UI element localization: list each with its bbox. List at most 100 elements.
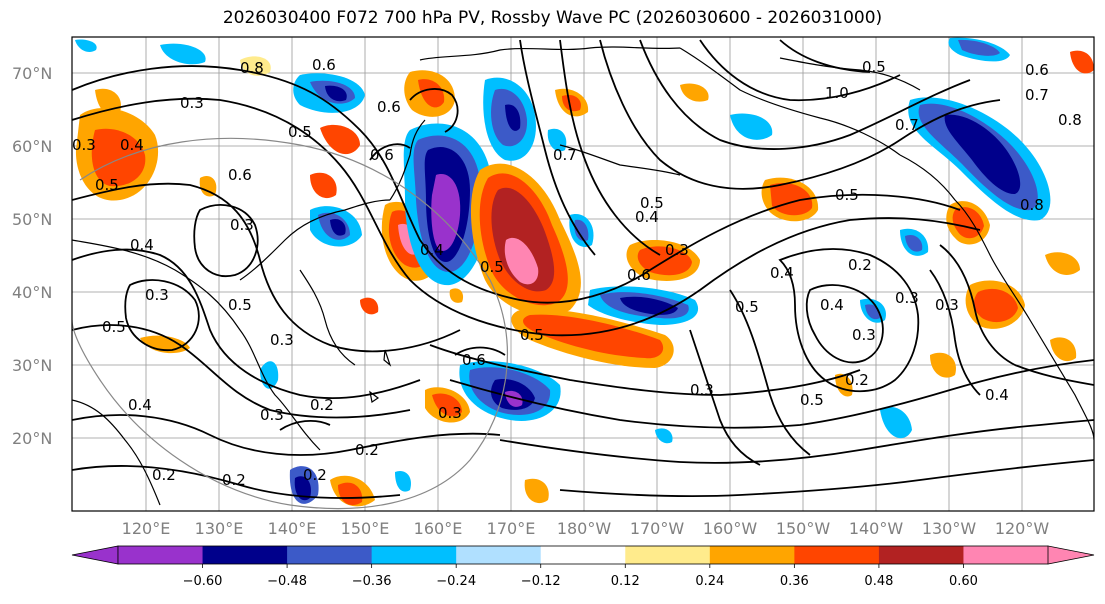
contour-label: 0.6 xyxy=(312,56,336,74)
contour-label: 1.0 xyxy=(825,84,849,102)
contour-label: 0.5 xyxy=(835,186,859,204)
contour-label: 0.5 xyxy=(800,391,824,409)
great-circle-arc xyxy=(72,137,509,510)
colorbar-tick-label: −0.24 xyxy=(436,574,476,589)
lon-label: 130°W xyxy=(922,519,977,538)
colorbar-segment xyxy=(963,546,1049,564)
contour-label: 0.4 xyxy=(635,208,659,226)
pv-anomaly-fills xyxy=(75,37,1094,507)
lat-label: 60°N xyxy=(12,137,52,156)
contour-label: 0.2 xyxy=(222,471,246,489)
contour-label: 0.2 xyxy=(310,396,334,414)
lon-label: 120°E xyxy=(122,519,171,538)
contour-label: 0.5 xyxy=(520,326,544,344)
contour-label: 0.3 xyxy=(852,326,876,344)
pv-contours xyxy=(72,39,1094,499)
colorbar-tick-label: −0.60 xyxy=(183,574,223,589)
map-title: 2026030400 F072 700 hPa PV, Rossby Wave … xyxy=(222,8,883,28)
contour-label: 0.3 xyxy=(180,94,204,112)
colorbar-segment xyxy=(625,546,711,564)
contour-label: 0.2 xyxy=(848,256,872,274)
longitude-labels: 120°E 130°E 140°E 150°E 160°E 170°E 180°… xyxy=(122,519,1050,538)
contour-label: 0.4 xyxy=(128,396,152,414)
contour-label: 0.3 xyxy=(270,331,294,349)
contour-label: 0.3 xyxy=(230,216,254,234)
colorbar-segment xyxy=(794,546,880,564)
contour-label: 0.3 xyxy=(690,381,714,399)
colorbar-tick-label: 0.12 xyxy=(611,574,640,589)
contour-label: 0.6 xyxy=(370,146,394,164)
lon-label: 170°E xyxy=(487,519,536,538)
contour-label: 0.4 xyxy=(985,386,1009,404)
lat-label: 20°N xyxy=(12,429,52,448)
contour-label: 0.2 xyxy=(303,466,327,484)
contour-label: 0.3 xyxy=(935,296,959,314)
contour-label: 0.8 xyxy=(1058,111,1082,129)
contour-label: 0.5 xyxy=(228,296,252,314)
lon-label: 150°W xyxy=(776,519,831,538)
contour-label: 0.5 xyxy=(95,176,119,194)
contour-label: 0.2 xyxy=(355,441,379,459)
contour-label: 0.3 xyxy=(438,404,462,422)
contour-label: 0.4 xyxy=(130,236,154,254)
contour-label: 0.3 xyxy=(72,136,96,154)
contour-label: 0.6 xyxy=(462,351,486,369)
contour-label: 0.5 xyxy=(735,298,759,316)
lon-label: 130°E xyxy=(195,519,244,538)
lat-label: 40°N xyxy=(12,283,52,302)
colorbar-segment xyxy=(287,546,373,564)
contour-label: 0.3 xyxy=(895,289,919,307)
colorbar-segment xyxy=(540,546,626,564)
lon-label: 180°W xyxy=(557,519,612,538)
contour-label: 0.4 xyxy=(420,241,444,259)
contour-label: 0.8 xyxy=(1020,196,1044,214)
contour-label: 0.7 xyxy=(1025,86,1049,104)
lon-label: 120°W xyxy=(995,519,1050,538)
contour-label: 0.8 xyxy=(240,59,264,77)
contour-label: 0.6 xyxy=(377,98,401,116)
map-frame xyxy=(71,36,1095,512)
lat-label: 50°N xyxy=(12,210,52,229)
contour-label: 0.3 xyxy=(260,406,284,424)
contour-label: 0.4 xyxy=(820,296,844,314)
contour-label: 0.3 xyxy=(145,286,169,304)
colorbar-tick-label: −0.36 xyxy=(352,574,392,589)
colorbar-segment xyxy=(709,546,795,564)
lon-label: 170°W xyxy=(630,519,685,538)
contour-label: 0.5 xyxy=(480,258,504,276)
contour-label: 0.7 xyxy=(553,146,577,164)
colorbar-tick-label: −0.12 xyxy=(521,574,561,589)
contour-label: 0.4 xyxy=(770,264,794,282)
colorbar-tick-label: −0.48 xyxy=(267,574,307,589)
colorbar-segment xyxy=(456,546,542,564)
colorbar-extend-right xyxy=(1047,545,1095,565)
colorbar-tick-label: 0.36 xyxy=(780,574,809,589)
lon-label: 150°E xyxy=(341,519,390,538)
contour-label: 0.7 xyxy=(895,116,919,134)
contour-label: 0.2 xyxy=(845,371,869,389)
colorbar-border xyxy=(117,545,1049,565)
contour-label: 0.6 xyxy=(1025,61,1049,79)
lon-label: 160°E xyxy=(414,519,463,538)
latitude-labels: 70°N 60°N 50°N 40°N 30°N 20°N xyxy=(12,64,52,448)
contour-label: 0.4 xyxy=(120,136,144,154)
contour-label: 0.5 xyxy=(288,123,312,141)
coastlines xyxy=(72,46,1094,506)
contour-label: 0.5 xyxy=(862,58,886,76)
colorbar-segment xyxy=(371,546,457,564)
contour-label: 0.6 xyxy=(228,166,252,184)
contour-label: 0.3 xyxy=(665,241,689,259)
lon-label: 140°E xyxy=(268,519,317,538)
contour-label: 0.6 xyxy=(627,266,651,284)
contour-label: 0.2 xyxy=(152,466,176,484)
colorbar-extend-left xyxy=(71,545,119,565)
colorbar-tick-label: 0.48 xyxy=(864,574,893,589)
colorbar-segment xyxy=(202,546,288,564)
colorbar-segment xyxy=(118,546,204,564)
lon-label: 160°W xyxy=(703,519,758,538)
colorbar-segment xyxy=(878,546,964,564)
contour-label: 0.5 xyxy=(102,318,126,336)
lat-label: 70°N xyxy=(12,64,52,83)
contour-label: 0.5 xyxy=(640,194,664,212)
